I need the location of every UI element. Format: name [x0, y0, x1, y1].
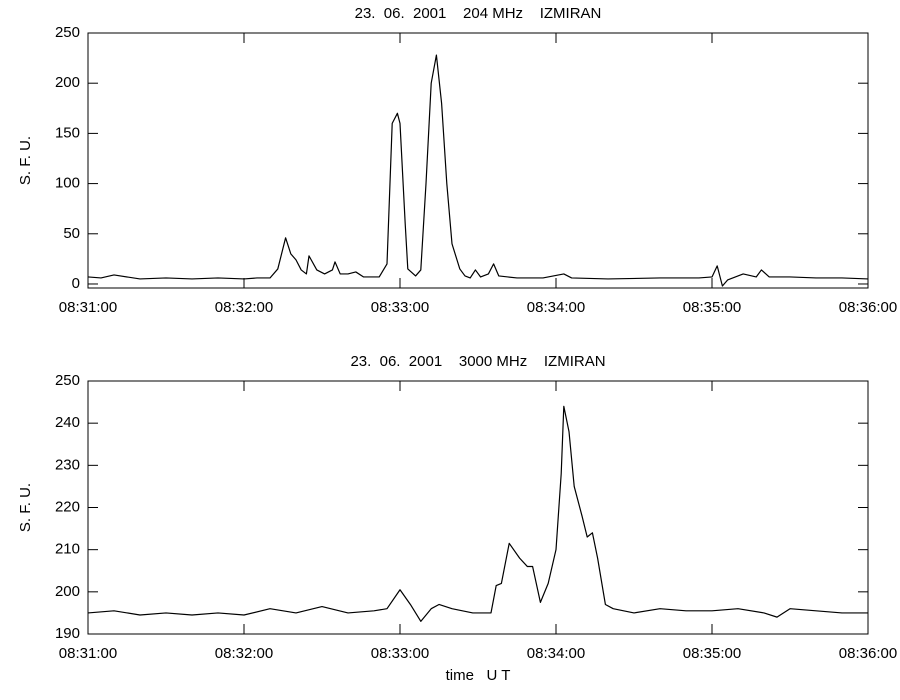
y-tick-label: 200 [55, 74, 80, 91]
signal-trace [87, 54, 869, 287]
y-tick-label: 100 [55, 175, 80, 192]
x-tick-label: 08:33:00 [371, 645, 429, 662]
x-tick-label: 08:36:00 [839, 645, 897, 662]
chart-title: 23. 06. 2001 3000 MHz IZMIRAN [350, 353, 605, 370]
x-tick-label: 08:36:00 [839, 299, 897, 316]
x-tick-label: 08:32:00 [215, 299, 273, 316]
plot-frame [87, 380, 869, 635]
x-tick-label: 08:34:00 [527, 645, 585, 662]
x-axis-label: time U T [446, 667, 511, 684]
x-tick-label: 08:31:00 [59, 299, 117, 316]
y-tick-label: 150 [55, 124, 80, 141]
y-axis-label: S. F. U. [17, 136, 34, 185]
y-tick-label: 240 [55, 414, 80, 431]
x-tick-label: 08:35:00 [683, 299, 741, 316]
chart-title: 23. 06. 2001 204 MHz IZMIRAN [355, 5, 602, 22]
y-tick-label: 50 [63, 225, 80, 242]
y-tick-label: 230 [55, 456, 80, 473]
y-tick-label: 250 [55, 372, 80, 389]
y-tick-label: 190 [55, 625, 80, 642]
x-tick-label: 08:31:00 [59, 645, 117, 662]
x-tick-label: 08:34:00 [527, 299, 585, 316]
y-tick-label: 200 [55, 583, 80, 600]
signal-trace [87, 405, 868, 622]
plot-frame [87, 32, 869, 289]
x-tick-label: 08:32:00 [215, 645, 273, 662]
y-axis-label: S. F. U. [17, 483, 34, 532]
y-tick-label: 0 [72, 275, 80, 292]
y-tick-label: 220 [55, 498, 80, 515]
x-tick-label: 08:33:00 [371, 299, 429, 316]
x-tick-label: 08:35:00 [683, 645, 741, 662]
y-tick-label: 210 [55, 541, 80, 558]
y-tick-label: 250 [55, 24, 80, 41]
